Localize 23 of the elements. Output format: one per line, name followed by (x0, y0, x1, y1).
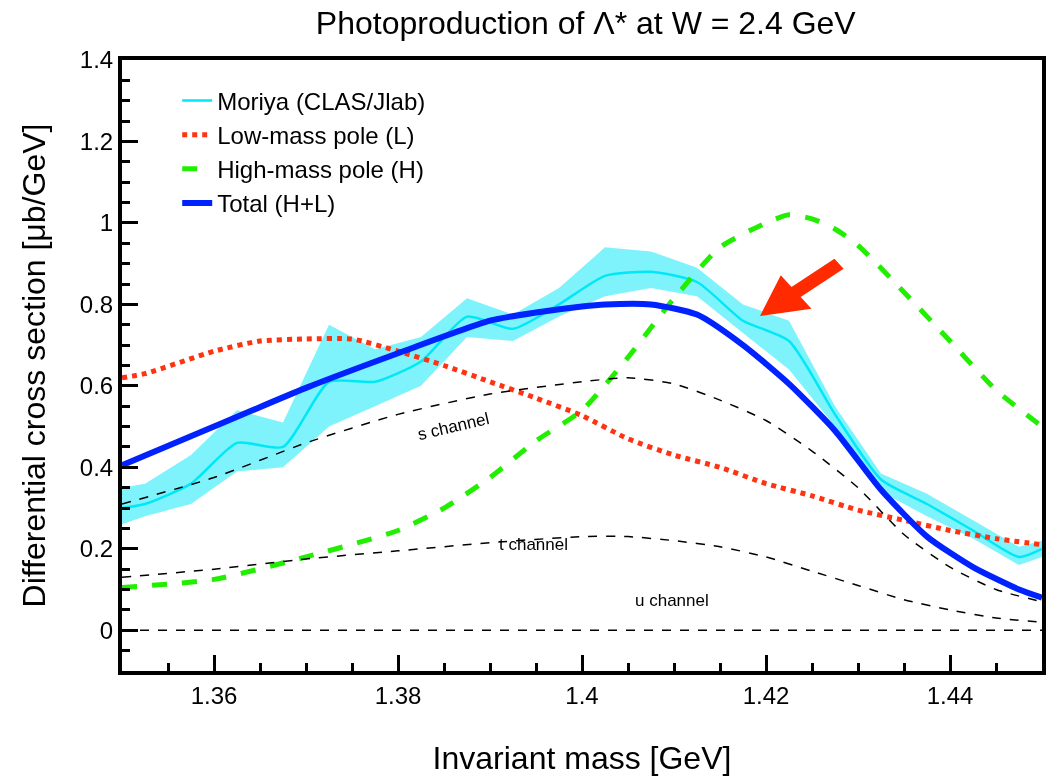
annotation: t channel (499, 535, 568, 554)
legend-label: Moriya (CLAS/Jlab) (217, 87, 426, 115)
y-tick-label: 0.2 (79, 535, 114, 563)
y-tick-label: 1.4 (79, 46, 114, 74)
y-tick-label: 0 (99, 616, 114, 644)
y-axis-title: Differential cross section [μb/GeV] (16, 123, 52, 608)
x-tick-label: 1.4 (565, 681, 599, 709)
legend-label: Low-mass pole (L) (217, 121, 415, 149)
y-tick-label: 1.2 (79, 127, 114, 155)
y-tick-label: 0.6 (79, 372, 114, 400)
annotation: u channel (635, 591, 709, 610)
chart-title: Photoproduction of Λ* at W = 2.4 GeV (315, 5, 857, 42)
x-tick-label: 1.42 (742, 681, 790, 709)
legend-label: Total (H+L) (217, 190, 336, 218)
x-tick-label: 1.38 (374, 681, 422, 709)
x-tick-label: 1.44 (926, 681, 974, 709)
y-tick-label: 1 (99, 209, 114, 237)
x-tick-label: 1.36 (190, 681, 238, 709)
annotation: s channel (415, 409, 491, 445)
legend-label: High-mass pole (H) (217, 156, 424, 184)
y-tick-label: 0.4 (79, 453, 114, 481)
y-tick-label: 0.8 (79, 290, 114, 318)
x-axis-title: Invariant mass [GeV] (432, 740, 732, 776)
